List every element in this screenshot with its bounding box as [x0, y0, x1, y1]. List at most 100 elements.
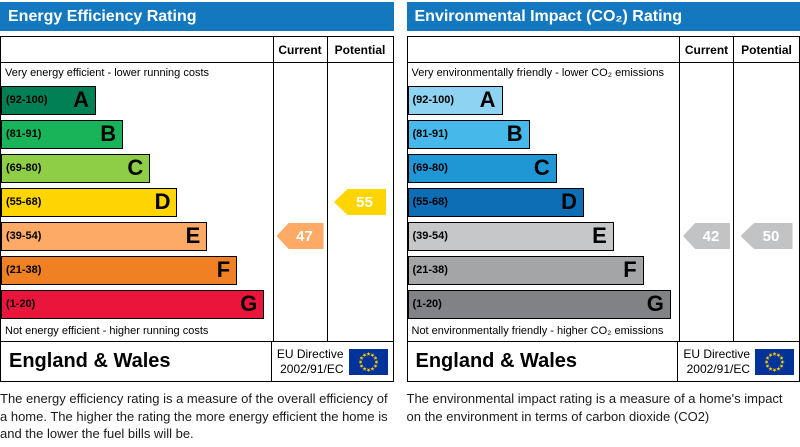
band-row-c: (69-80) C: [407, 151, 680, 185]
band-letter: A: [73, 87, 90, 112]
band-bar-d: (55-68) D: [1, 187, 178, 217]
band-letter: D: [561, 189, 577, 214]
band-row-c: (69-80) C: [1, 151, 273, 185]
band-letter: B: [100, 121, 117, 146]
potential-column-header: Potential: [326, 37, 393, 63]
band-letter: G: [646, 291, 664, 316]
band-letter: A: [479, 87, 496, 112]
energy-chart-description: The energy efficiency rating is a measur…: [0, 391, 388, 442]
eu-directive-line2: 2002/91/EC: [280, 361, 344, 376]
header-spacer: [1, 37, 273, 63]
chart-footer: England & Wales EU Directive 2002/91/EC: [407, 341, 799, 381]
band-bar-a: (92-100) A: [407, 85, 503, 115]
bottom-caption: Not energy efficient - higher running co…: [5, 325, 209, 337]
current-column: 47: [272, 63, 327, 341]
band-letter: E: [185, 223, 201, 248]
top-caption: Very environmentally friendly - lower CO…: [411, 67, 664, 79]
environmental-chart-title: Environmental Impact (CO₂) Rating: [406, 2, 800, 31]
eu-directive-line1: EU Directive: [276, 347, 344, 362]
band-range-label: (92-100): [412, 94, 455, 106]
region-label: England & Wales: [9, 350, 171, 372]
energy-chart-grid: Current Potential Very energy efficient …: [1, 37, 393, 341]
band-bar-d: (55-68) D: [407, 187, 584, 217]
band-row-d: (55-68) D: [407, 185, 680, 219]
band-bar-f: (21-38) F: [1, 255, 238, 285]
band-row-a: (92-100) A: [407, 83, 680, 117]
band-bar-a: (92-100) A: [1, 85, 97, 115]
band-letter: F: [216, 257, 231, 282]
energy-chart-title: Energy Efficiency Rating: [0, 2, 394, 31]
current-column-header: Current: [272, 37, 327, 63]
band-letter: B: [506, 121, 523, 146]
current-rating-value: 47: [296, 227, 313, 245]
band-range-label: (92-100): [6, 94, 48, 106]
band-bar-b: (81-91) B: [1, 119, 124, 149]
band-range-label: (21-38): [6, 264, 42, 276]
eu-directive-group: EU Directive 2002/91/EC: [270, 342, 393, 381]
band-row-g: (1-20) G: [407, 287, 680, 321]
band-bar-g: (1-20) G: [1, 289, 265, 319]
band-row-d: (55-68) D: [1, 185, 273, 219]
current-rating-arrow: 47: [276, 223, 324, 249]
band-row-f: (21-38) F: [1, 253, 273, 287]
current-rating-value: 42: [702, 227, 720, 245]
band-range-label: (1-20): [412, 298, 442, 310]
band-row-b: (81-91) B: [407, 117, 680, 151]
band-range-label: (81-91): [412, 128, 448, 140]
eu-directive-line1: EU Directive: [683, 347, 750, 362]
band-bar-c: (69-80) C: [407, 153, 557, 183]
band-range-label: (39-54): [412, 230, 448, 242]
potential-rating-value: 55: [356, 193, 373, 211]
eu-flag-icon: [348, 348, 388, 375]
energy-chart-box: Current Potential Very energy efficient …: [0, 36, 394, 382]
band-bar-g: (1-20) G: [407, 289, 671, 319]
band-bar-c: (69-80) C: [1, 153, 151, 183]
energy-efficiency-panel: Energy Efficiency Rating Current Potenti…: [0, 2, 394, 443]
band-range-label: (55-68): [6, 196, 42, 208]
current-column: 42: [679, 63, 733, 341]
band-range-label: (21-38): [412, 264, 448, 276]
band-bar-e: (39-54) E: [1, 221, 208, 251]
band-range-label: (55-68): [412, 196, 448, 208]
band-range-label: (69-80): [412, 162, 448, 174]
eu-directive-group: EU Directive 2002/91/EC: [677, 342, 799, 381]
header-spacer: [407, 37, 679, 63]
eu-flag-icon: [755, 348, 794, 375]
band-row-b: (81-91) B: [1, 117, 273, 151]
band-letter: E: [592, 223, 607, 248]
band-range-label: (69-80): [6, 162, 42, 174]
environmental-chart-description: The environmental impact rating is a mea…: [406, 391, 783, 424]
potential-rating-arrow: 55: [334, 189, 386, 215]
bottom-caption: Not environmentally friendly - higher CO…: [411, 325, 664, 337]
band-row-a: (92-100) A: [1, 83, 273, 117]
band-range-label: (1-20): [6, 298, 36, 310]
band-range-label: (81-91): [6, 128, 42, 140]
current-column-header: Current: [679, 37, 733, 63]
band-letter: C: [533, 155, 550, 180]
eu-directive-label: EU Directive 2002/91/EC: [683, 347, 750, 376]
band-row-f: (21-38) F: [407, 253, 680, 287]
band-bar-e: (39-54) E: [407, 221, 614, 251]
band-letter: F: [623, 257, 637, 282]
band-letter: G: [240, 291, 258, 316]
band-range-label: (39-54): [6, 230, 42, 242]
chart-footer: England & Wales EU Directive 2002/91/EC: [1, 341, 393, 381]
top-caption: Very energy efficient - lower running co…: [5, 67, 210, 79]
potential-column: 50: [733, 63, 799, 341]
band-bar-b: (81-91) B: [407, 119, 530, 149]
potential-rating-value: 50: [762, 227, 780, 245]
potential-column: 55: [326, 63, 393, 341]
band-letter: D: [154, 189, 171, 214]
potential-column-header: Potential: [733, 37, 799, 63]
environmental-impact-panel: Environmental Impact (CO₂) Rating Curren…: [406, 2, 800, 443]
potential-rating-arrow: 50: [740, 223, 793, 249]
eu-directive-label: EU Directive 2002/91/EC: [277, 347, 344, 376]
band-row-e: (39-54) E: [407, 219, 680, 253]
environmental-chart-box: Current Potential Very environmentally f…: [406, 36, 800, 382]
band-row-e: (39-54) E: [1, 219, 273, 253]
band-bar-f: (21-38) F: [407, 255, 644, 285]
current-rating-arrow: 42: [683, 223, 730, 249]
eu-directive-line2: 2002/91/EC: [686, 361, 750, 376]
band-letter: C: [127, 155, 144, 180]
